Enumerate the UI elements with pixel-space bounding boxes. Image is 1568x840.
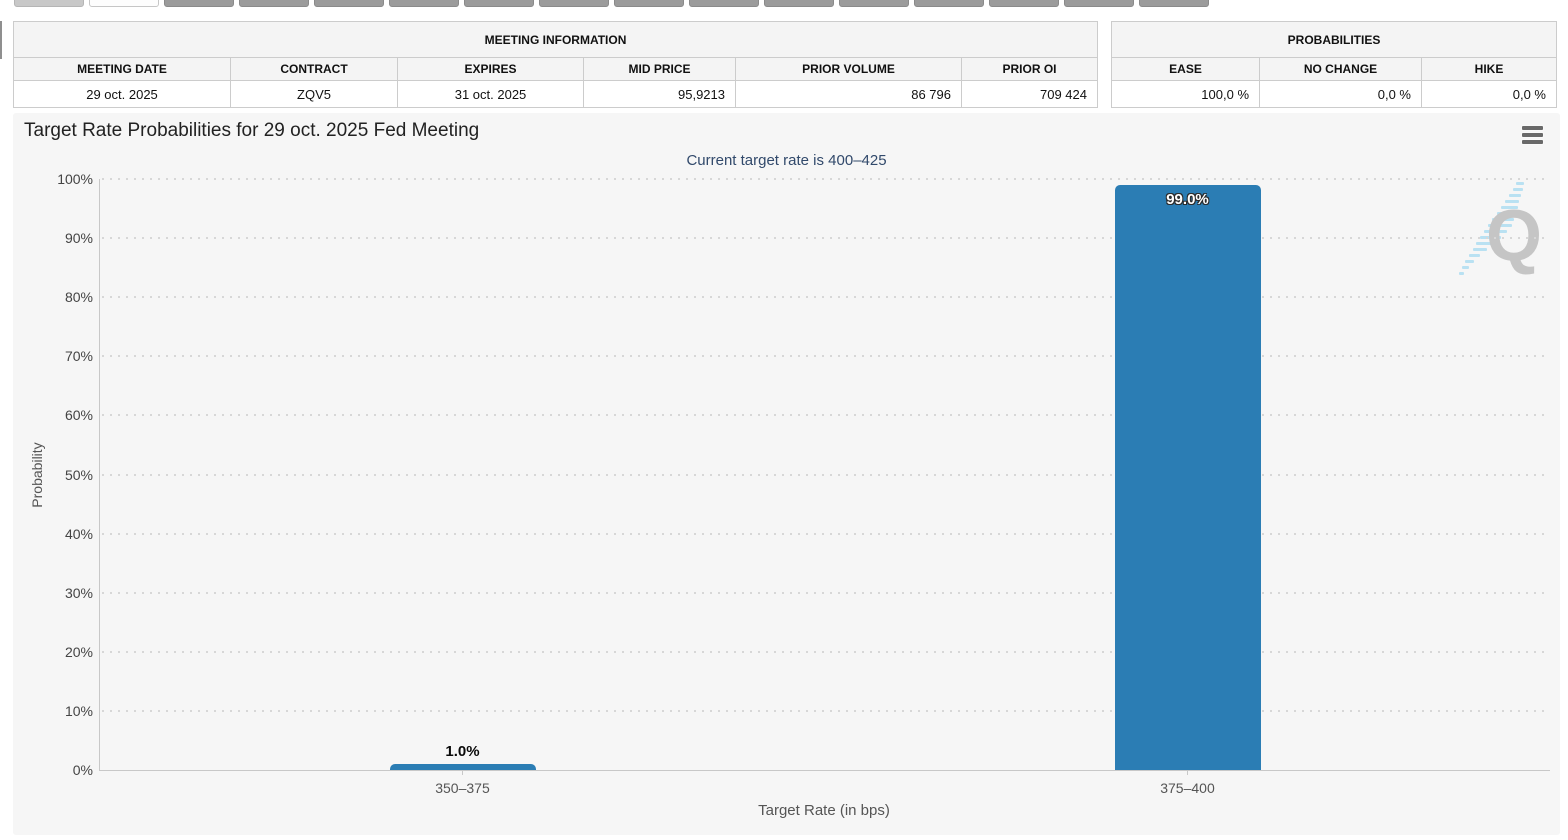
- chart-context-menu-button[interactable]: [1522, 126, 1544, 144]
- gridline: [102, 591, 1550, 594]
- cell-value: 29 oct. 2025: [13, 80, 231, 108]
- y-axis-tick-label: 100%: [57, 171, 93, 187]
- gridline: [102, 650, 1550, 653]
- bar-data-label: 99.0%: [1166, 190, 1209, 208]
- y-axis-tick-label: 30%: [64, 584, 93, 601]
- column-header: PRIOR VOLUME: [735, 57, 962, 81]
- gridline: [102, 355, 1550, 358]
- browser-tab-14[interactable]: [989, 0, 1059, 7]
- column-header: EXPIRES: [397, 57, 584, 81]
- info-tables-row: MEETING INFORMATION MEETING DATE CONTRACT E…: [13, 21, 1557, 108]
- gridline: [102, 237, 1550, 240]
- browser-tab-9[interactable]: [614, 0, 684, 7]
- y-axis-tick-label: 70%: [64, 348, 93, 365]
- browser-tab-3[interactable]: [164, 0, 234, 7]
- browser-tab-10[interactable]: [689, 0, 759, 7]
- cell-value: ZQV5: [230, 80, 398, 108]
- bar-350–375[interactable]: [389, 764, 536, 770]
- chart-subtitle: Current target rate is 400–425: [686, 152, 887, 169]
- table-title: MEETING INFORMATION: [13, 21, 1098, 58]
- table-title: PROBABILITIES: [1111, 21, 1557, 58]
- gridline: [102, 709, 1550, 712]
- svg-text:Q: Q: [1486, 196, 1542, 276]
- browser-tab-1[interactable]: [14, 0, 84, 7]
- browser-tab-2[interactable]: [89, 0, 159, 7]
- browser-tab-7[interactable]: [464, 0, 534, 7]
- browser-tab-6[interactable]: [389, 0, 459, 7]
- y-axis-tick-label: 40%: [64, 525, 93, 542]
- plot-area: Q 0% 10% 20% 30% 40% 50% 60% 70% 80% 90% 100% 1.0% 3…: [57, 171, 1550, 796]
- y-axis-tick-label: 20%: [64, 643, 93, 660]
- y-axis-tick-label: 90%: [64, 230, 93, 247]
- gridline: [102, 296, 1550, 299]
- browser-tab-11[interactable]: [764, 0, 834, 7]
- x-axis-title: Target Rate (in bps): [758, 802, 890, 819]
- gridline: [102, 532, 1550, 535]
- bar-375–400[interactable]: [1114, 184, 1261, 770]
- column-header: NO CHANGE: [1259, 57, 1422, 81]
- y-axis-tick-label: 10%: [64, 702, 93, 719]
- y-axis-tick-label: 50%: [64, 466, 93, 483]
- cell-value: 0,0 %: [1421, 80, 1557, 108]
- y-axis-tick-label: 60%: [64, 407, 93, 424]
- browser-tab-4[interactable]: [239, 0, 309, 7]
- gridline: [102, 414, 1550, 417]
- column-header: MEETING DATE: [13, 57, 231, 81]
- y-axis-tick-label: 80%: [64, 289, 93, 306]
- x-axis-category-label: 375–400: [1160, 780, 1215, 796]
- browser-tab-12[interactable]: [839, 0, 909, 7]
- probabilities-table: PROBABILITIES EASE NO CHANGE HIKE 100,0 % 0,0…: [1111, 21, 1557, 108]
- gridline: [102, 473, 1550, 476]
- cell-value: 95,9213: [583, 80, 736, 108]
- column-header: PRIOR OI: [961, 57, 1098, 81]
- browser-tab-16[interactable]: [1139, 0, 1209, 7]
- left-edge-fragment: [0, 21, 2, 59]
- browser-tab-8[interactable]: [539, 0, 609, 7]
- top-tab-strip: [0, 0, 1568, 8]
- browser-tab-5[interactable]: [314, 0, 384, 7]
- meeting-information-table: MEETING INFORMATION MEETING DATE CONTRACT E…: [13, 21, 1098, 108]
- column-header: CONTRACT: [230, 57, 398, 81]
- hamburger-icon: [1522, 126, 1544, 144]
- x-axis-category-label: 350–375: [435, 780, 490, 796]
- x-axis-tick: [462, 770, 463, 775]
- quikstrike-q-logo: Q: [1459, 182, 1542, 276]
- x-axis-tick: [1187, 770, 1188, 775]
- cell-value: 86 796: [735, 80, 962, 108]
- cell-value: 0,0 %: [1259, 80, 1422, 108]
- cell-value: 709 424: [961, 80, 1098, 108]
- column-header: EASE: [1111, 57, 1260, 81]
- browser-tab-13[interactable]: [914, 0, 984, 7]
- bar-data-label: 1.0%: [445, 743, 480, 761]
- browser-tab-15[interactable]: [1064, 0, 1134, 7]
- cell-value: 31 oct. 2025: [397, 80, 584, 108]
- column-header: MID PRICE: [583, 57, 736, 81]
- gridline: [102, 178, 1550, 180]
- column-header: HIKE: [1421, 57, 1557, 81]
- fedwatch-chart-panel: Target Rate Probabilities for 29 oct. 20…: [13, 113, 1560, 835]
- y-axis-tick-label: 0%: [72, 762, 93, 778]
- chart-title: Target Rate Probabilities for 29 oct. 20…: [24, 120, 480, 141]
- cell-value: 100,0 %: [1111, 80, 1260, 108]
